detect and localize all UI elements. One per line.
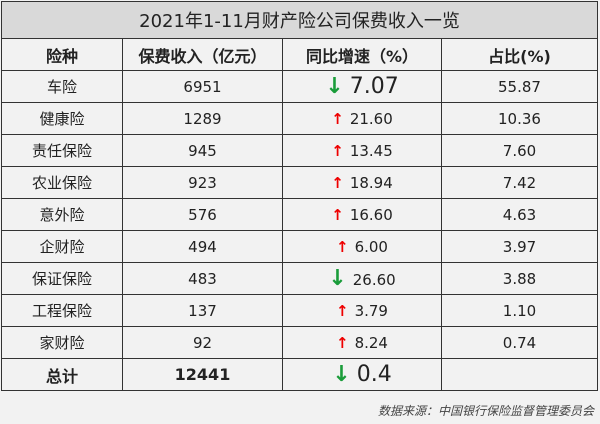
premium-table: 2021年1-11月财产险公司保费收入一览 险种 保费收入（亿元） 同比增速（%… <box>1 1 598 391</box>
table-row: 意外险 576 ↑ 16.60 4.63 <box>1 198 598 231</box>
table-title: 2021年1-11月财产险公司保费收入一览 <box>1 1 598 39</box>
share-cell: 7.42 <box>441 166 598 199</box>
header-premium: 保费收入（亿元） <box>122 38 283 71</box>
share-cell <box>441 358 598 391</box>
arrow-up-icon: ↑ <box>331 109 344 128</box>
type-cell: 企财险 <box>1 230 123 263</box>
premium-cell: 6951 <box>122 70 283 103</box>
share-cell: 4.63 <box>441 198 598 231</box>
growth-value: 8.24 <box>354 333 388 352</box>
header-share: 占比(%) <box>441 38 598 71</box>
premium-cell: 945 <box>122 134 283 167</box>
premium-cell: 494 <box>122 230 283 263</box>
premium-cell: 92 <box>122 326 283 359</box>
growth-value: 6.00 <box>354 237 388 256</box>
type-cell: 责任保险 <box>1 134 123 167</box>
growth-value: 7.07 <box>349 74 399 99</box>
arrow-down-icon: ↓ <box>328 266 347 291</box>
type-cell: 总计 <box>1 358 123 391</box>
type-cell: 意外险 <box>1 198 123 231</box>
growth-cell: ↑ 18.94 <box>282 166 442 199</box>
premium-cell: 137 <box>122 294 283 327</box>
growth-cell: ↑ 6.00 <box>282 230 442 263</box>
table-row: 家财险 92 ↑ 8.24 0.74 <box>1 326 598 359</box>
share-cell: 3.88 <box>441 262 598 295</box>
premium-cell: 483 <box>122 262 283 295</box>
arrow-up-icon: ↑ <box>336 301 349 320</box>
table-row: 企财险 494 ↑ 6.00 3.97 <box>1 230 598 263</box>
growth-cell: ↑ 16.60 <box>282 198 442 231</box>
growth-value: 0.4 <box>356 362 392 387</box>
arrow-down-icon: ↓ <box>325 74 344 99</box>
arrow-up-icon: ↑ <box>331 141 344 160</box>
growth-value: 3.79 <box>354 301 388 320</box>
arrow-up-icon: ↑ <box>336 237 349 256</box>
table-row: 车险 6951 ↓ 7.07 55.87 <box>1 70 598 103</box>
total-row: 总计 12441 ↓ 0.4 <box>1 358 598 391</box>
arrow-up-icon: ↑ <box>336 333 349 352</box>
growth-cell: ↑ 8.24 <box>282 326 442 359</box>
share-cell: 0.74 <box>441 326 598 359</box>
growth-value: 13.45 <box>349 141 393 160</box>
type-cell: 车险 <box>1 70 123 103</box>
table-row: 工程保险 137 ↑ 3.79 1.10 <box>1 294 598 327</box>
table-row: 农业保险 923 ↑ 18.94 7.42 <box>1 166 598 199</box>
growth-value: 18.94 <box>349 173 393 192</box>
share-cell: 1.10 <box>441 294 598 327</box>
table-row: 健康险 1289 ↑ 21.60 10.36 <box>1 102 598 135</box>
share-cell: 55.87 <box>441 70 598 103</box>
table-row: 责任保险 945 ↑ 13.45 7.60 <box>1 134 598 167</box>
premium-cell: 1289 <box>122 102 283 135</box>
table-row: 保证保险 483 ↓ 26.60 3.88 <box>1 262 598 295</box>
type-cell: 保证保险 <box>1 262 123 295</box>
arrow-up-icon: ↑ <box>331 205 344 224</box>
arrow-down-icon: ↓ <box>332 362 351 387</box>
premium-cell: 12441 <box>122 358 283 391</box>
growth-cell: ↓ 7.07 <box>282 70 442 103</box>
growth-value: 16.60 <box>349 205 393 224</box>
type-cell: 工程保险 <box>1 294 123 327</box>
type-cell: 健康险 <box>1 102 123 135</box>
growth-cell: ↓ 26.60 <box>282 262 442 295</box>
header-growth: 同比增速（%） <box>282 38 442 71</box>
premium-cell: 576 <box>122 198 283 231</box>
growth-cell: ↑ 3.79 <box>282 294 442 327</box>
premium-cell: 923 <box>122 166 283 199</box>
share-cell: 10.36 <box>441 102 598 135</box>
type-cell: 家财险 <box>1 326 123 359</box>
share-cell: 3.97 <box>441 230 598 263</box>
growth-value: 26.60 <box>352 271 396 289</box>
type-cell: 农业保险 <box>1 166 123 199</box>
arrow-up-icon: ↑ <box>331 173 344 192</box>
growth-cell: ↑ 21.60 <box>282 102 442 135</box>
header-type: 险种 <box>1 38 123 71</box>
growth-cell: ↓ 0.4 <box>282 358 442 391</box>
source-note: 数据来源：中国银行保险监督管理委员会 <box>377 404 594 418</box>
share-cell: 7.60 <box>441 134 598 167</box>
growth-value: 21.60 <box>349 109 393 128</box>
growth-cell: ↑ 13.45 <box>282 134 442 167</box>
